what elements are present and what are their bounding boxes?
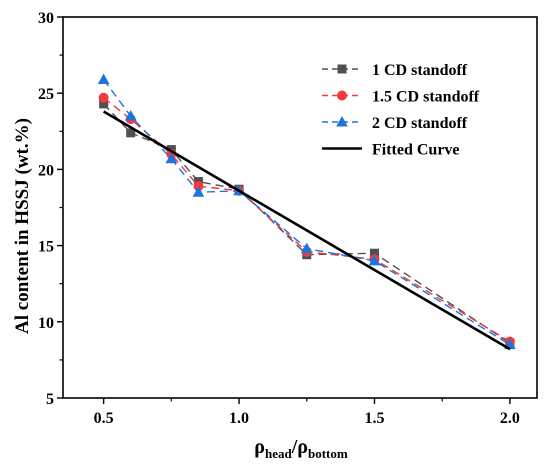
legend-marker-0	[337, 64, 347, 74]
series-line-2	[103, 79, 511, 346]
data-point-s0-6	[369, 248, 379, 258]
data-point-s2-0	[97, 73, 110, 84]
data-point-s2-6	[368, 254, 381, 266]
y-tick-label-5: 30	[38, 10, 54, 27]
x-axis-label-sub1: head	[265, 446, 293, 461]
y-axis-label: Al content in HSSJ (wt.%)	[12, 118, 33, 334]
data-point-s0-0	[99, 99, 109, 109]
series-line-1	[103, 97, 511, 343]
y-tick-label-3: 20	[38, 162, 54, 179]
x-axis-label-sub2: bottom	[308, 446, 348, 461]
x-axis-label-base: ρ	[254, 436, 265, 458]
legend-marker-2	[336, 116, 348, 127]
x-tick-label-0: 0.5	[94, 410, 114, 427]
axes: 0.5 1.0 1.5 2.0 5 10 15 20 25 30	[38, 10, 538, 427]
x-tick-label-3: 2.0	[500, 410, 520, 427]
data-point-s2-3	[192, 186, 205, 197]
x-tick-label-1: 1.0	[229, 410, 249, 427]
y-tick-label-1: 10	[38, 315, 54, 332]
x-axis-label-base2: ρ	[297, 436, 308, 458]
data-point-s0-1	[126, 128, 136, 138]
x-axis-label-slash: /	[291, 436, 298, 458]
y-tick-label-0: 5	[46, 391, 54, 408]
data-point-s2-5	[300, 242, 313, 254]
data-point-s2-1	[124, 110, 137, 121]
data-point-s2-2	[165, 152, 178, 164]
legend-marker-1	[337, 90, 347, 101]
x-tick-label-2: 1.5	[364, 410, 384, 427]
x-axis-label: ρhead/ρbottom	[254, 436, 348, 461]
legend-label-2: 2 CD standoff	[372, 115, 468, 132]
y-tick-label-2: 15	[38, 239, 54, 256]
legend-label-3: Fitted Curve	[372, 142, 460, 159]
y-tick-label-4: 25	[38, 86, 54, 103]
series-line-3	[102, 110, 511, 351]
series-line-0	[103, 103, 511, 344]
legend-label-1: 1.5 CD standoff	[372, 89, 480, 106]
plot-area	[97, 73, 516, 351]
data-point-s1-0	[98, 92, 109, 103]
legend: 1 CD standoff 1.5 CD standoff 2 CD standof…	[322, 62, 480, 159]
legend-label-0: 1 CD standoff	[372, 62, 468, 79]
